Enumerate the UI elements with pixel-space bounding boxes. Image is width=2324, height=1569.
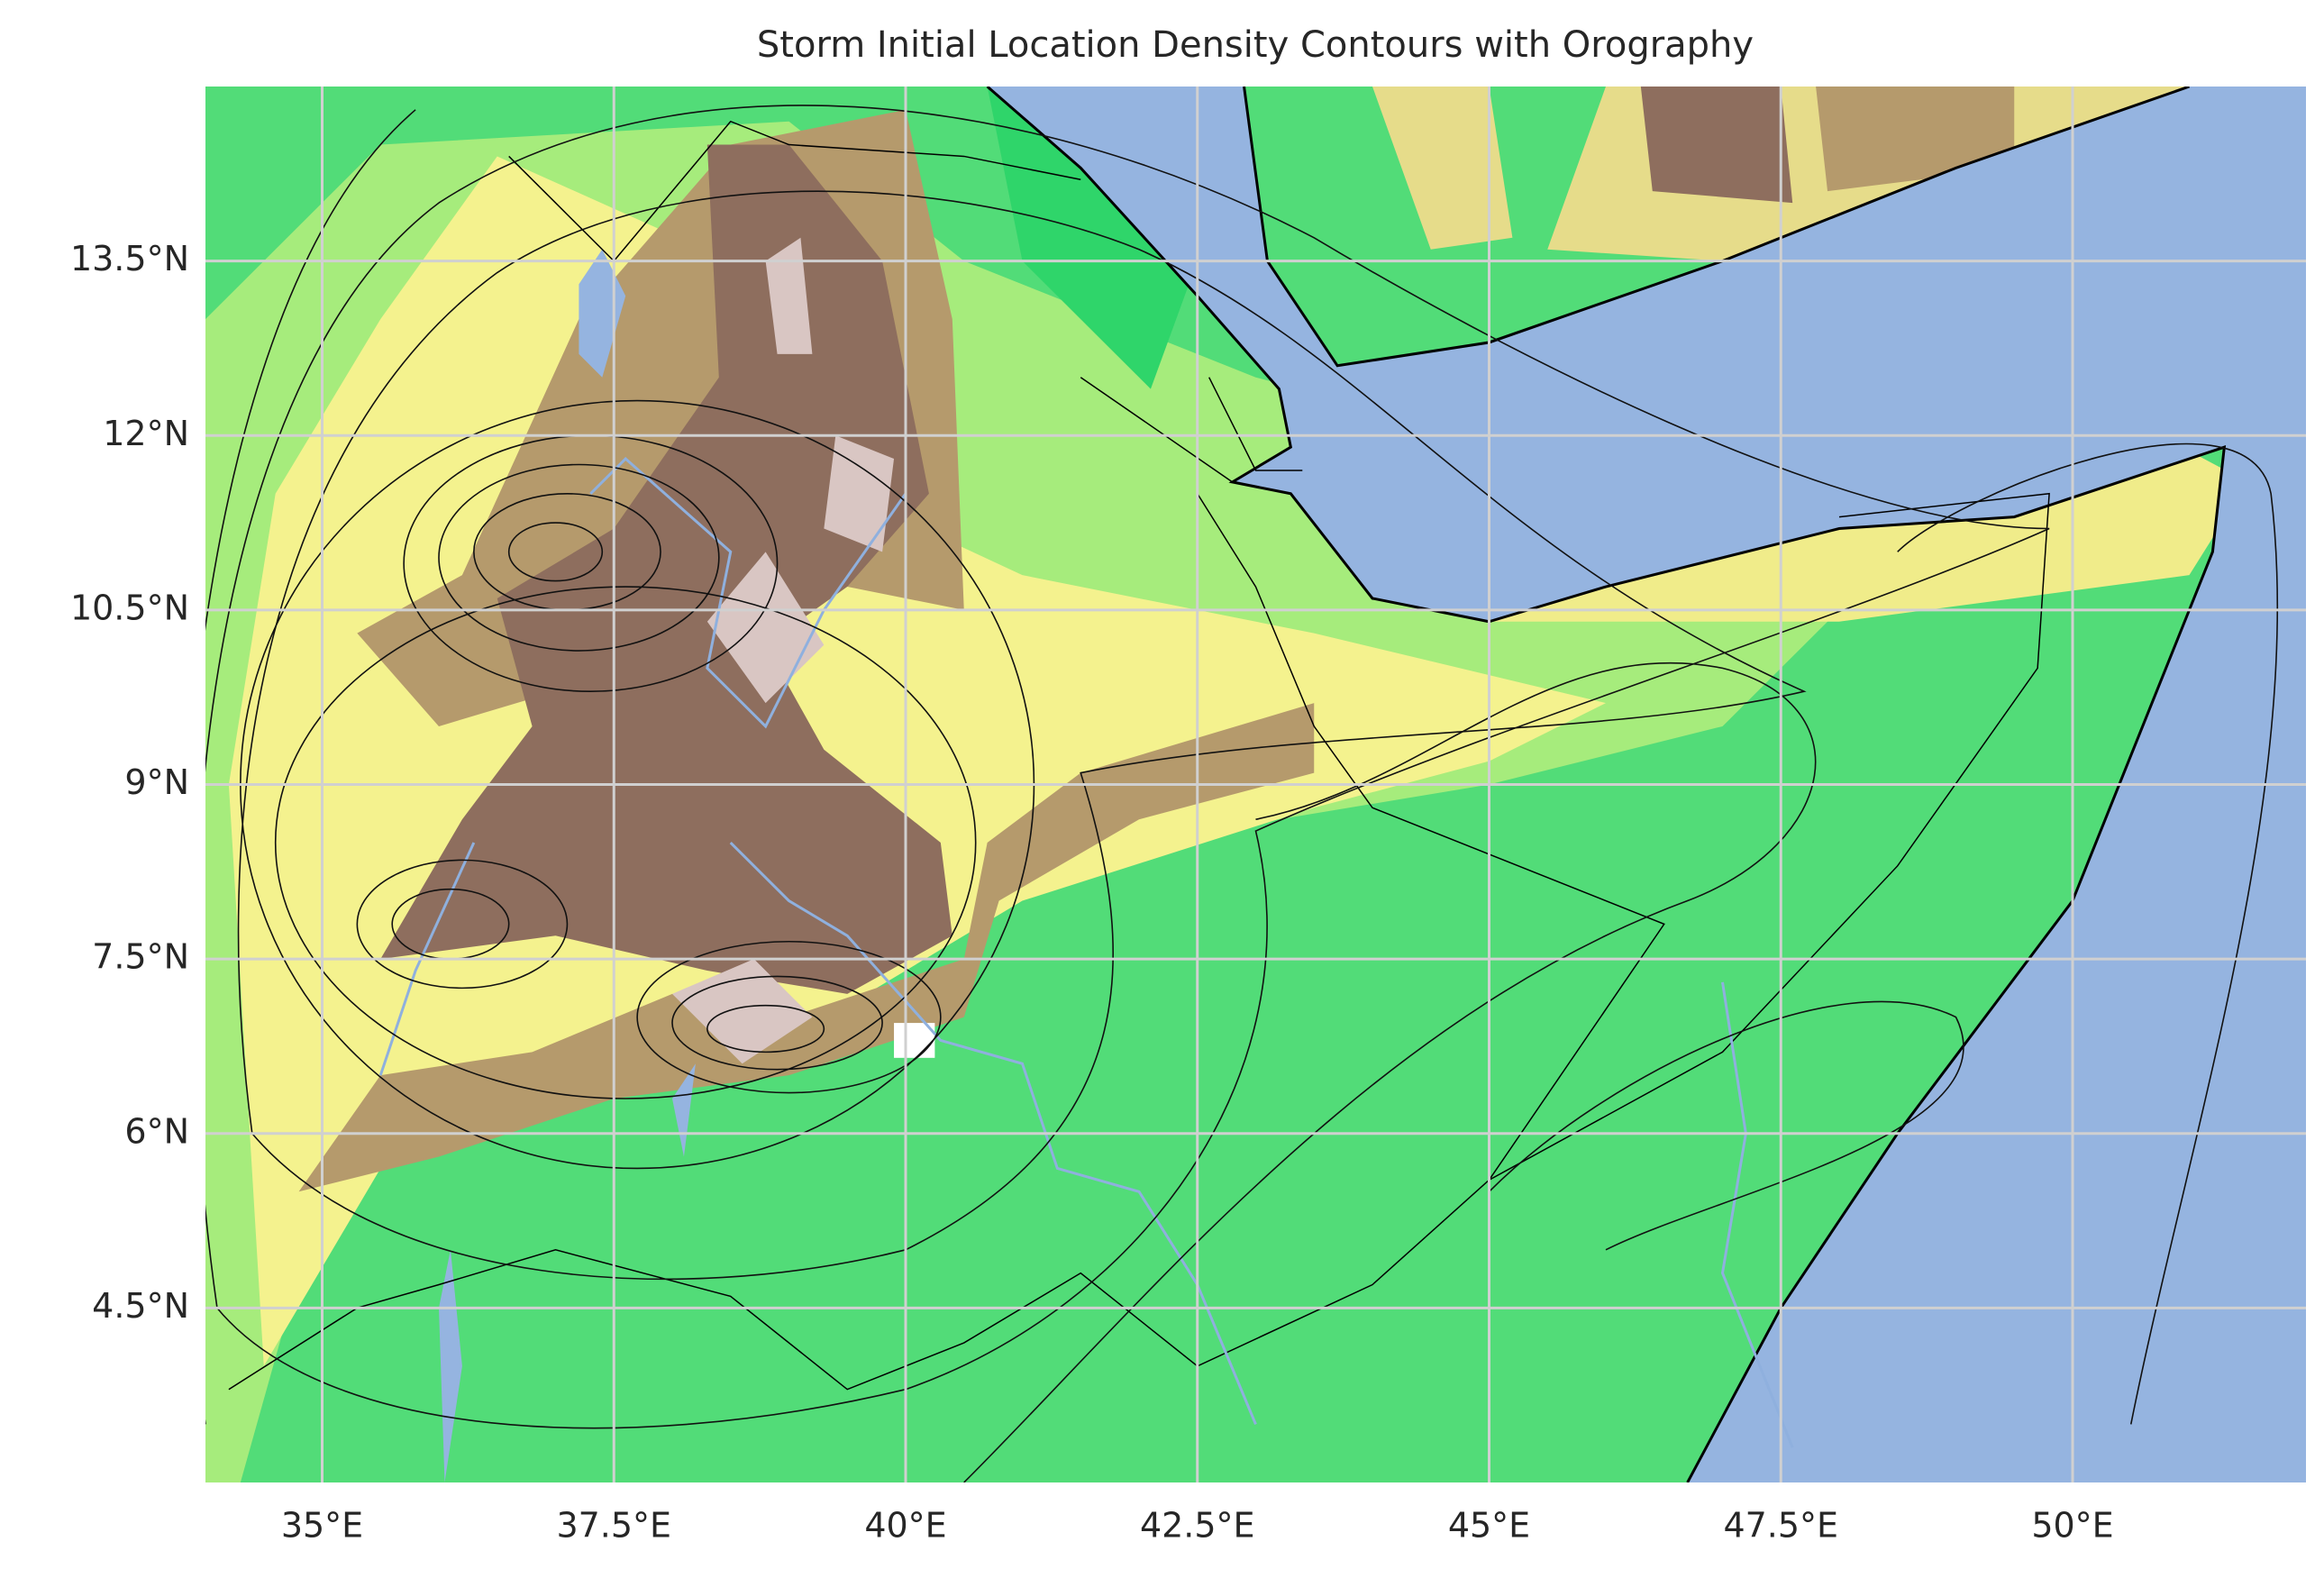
y-tick-label: 10.5°N [70, 588, 189, 627]
y-tick-label: 13.5°N [70, 239, 189, 278]
y-tick-label: 12°N [103, 414, 189, 453]
chart-title: Storm Initial Location Density Contours … [757, 24, 1754, 66]
y-tick-label: 6°N [124, 1111, 189, 1151]
x-tick-label: 50°E [2031, 1506, 2113, 1546]
y-tick-label: 4.5°N [92, 1286, 189, 1326]
x-tick-label: 37.5°E [556, 1506, 671, 1546]
x-tick-label: 42.5°E [1140, 1506, 1255, 1546]
x-tick-label: 40°E [864, 1506, 946, 1546]
axes: 35°E 37.5°E 40°E 42.5°E 45°E 47.5°E 50°E 4.5°N 6… [70, 87, 2306, 1546]
x-tick-label: 45°E [1448, 1506, 1530, 1546]
y-tick-label: 7.5°N [92, 937, 189, 977]
y-tick-label: 9°N [124, 762, 189, 802]
x-tick-label: 47.5°E [1723, 1506, 1838, 1546]
x-tick-label: 35°E [281, 1506, 363, 1546]
